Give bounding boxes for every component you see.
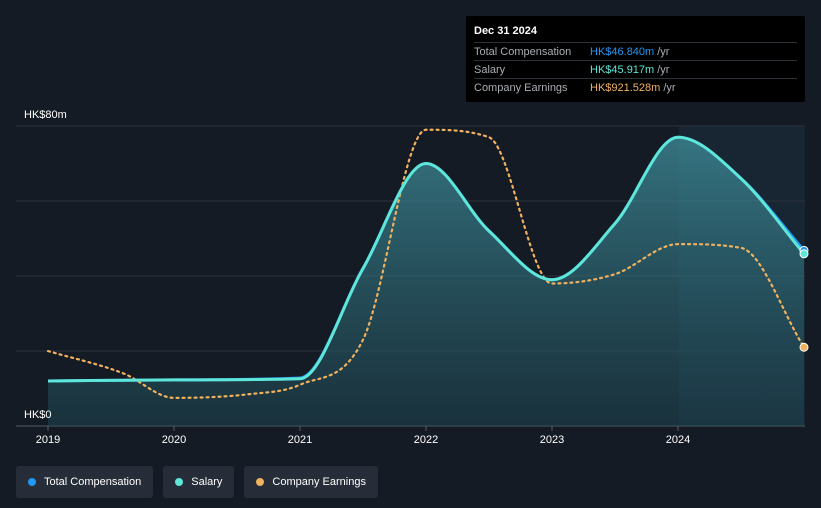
legend-dot-icon [256,478,265,486]
tooltip-value: HK$45.917m [590,63,655,76]
legend-dot-icon [28,478,36,486]
x-tick-label: 2020 [162,434,186,446]
legend-item-salary[interactable]: Salary [163,466,235,498]
salary-line [47,135,806,383]
tooltip-label: Salary [474,63,506,76]
x-tick-label: 2022 [414,434,438,446]
salary-area [48,137,804,426]
x-tick-label: 2021 [288,434,312,446]
y-tick-top: HK$80m [24,109,67,121]
y-tick-bottom: HK$0 [24,409,52,421]
tooltip-row-total: Total Compensation HK$46.840m /yr [474,42,797,60]
legend-item-total-compensation[interactable]: Total Compensation [16,466,154,498]
legend-label: Salary [191,476,223,488]
earnings-end-marker [799,342,809,352]
tooltip-row-earnings: Company Earnings HK$921.528m /yr [474,78,797,96]
legend-dot-icon [175,478,184,486]
tooltip-unit: /yr [657,63,670,76]
tooltip: Dec 31 2024 Total Compensation HK$46.840… [466,16,805,102]
company-earnings-line [46,128,806,399]
legend-label: Total Compensation [44,476,142,488]
legend: Total Compensation Salary Company Earnin… [16,466,378,498]
tooltip-date: Dec 31 2024 [474,25,537,37]
legend-label: Company Earnings [272,476,366,488]
x-tick-label: 2023 [540,434,564,446]
x-tick-label: 2019 [36,434,60,446]
tooltip-label: Company Earnings [474,81,568,94]
tooltip-unit: /yr [657,45,670,58]
legend-item-company-earnings[interactable]: Company Earnings [244,466,378,498]
tooltip-unit: /yr [663,81,676,94]
tooltip-row-salary: Salary HK$45.917m /yr [474,60,797,78]
tooltip-label: Total Compensation [474,45,572,58]
salary-end-marker [799,249,809,259]
tooltip-value: HK$46.840m [590,45,655,58]
tooltip-value: HK$921.528m [590,81,661,94]
x-tick-label: 2024 [666,434,690,446]
